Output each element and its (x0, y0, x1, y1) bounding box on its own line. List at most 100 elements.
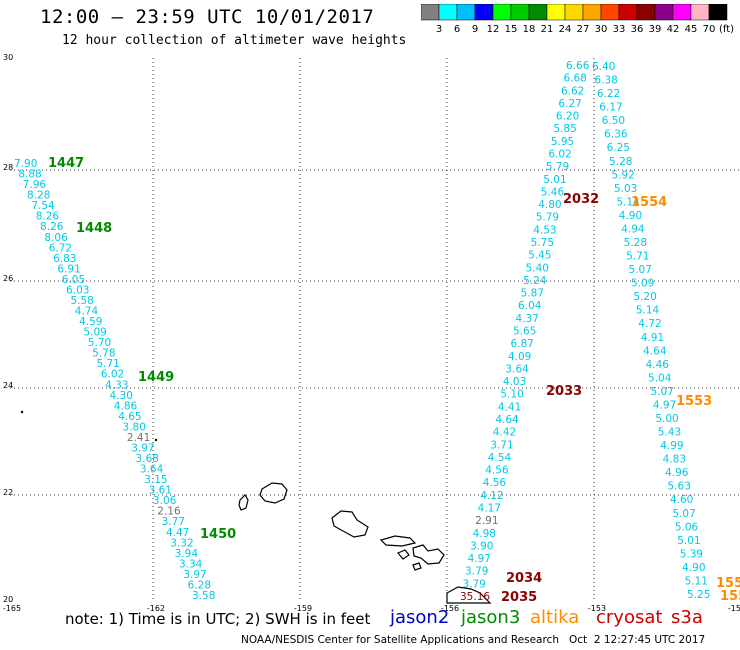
swh-value: 4.90 (619, 210, 642, 222)
pass-time-label: 1449 (138, 370, 174, 385)
swh-value: 5.79 (536, 212, 559, 224)
swh-value: 6.36 (604, 129, 628, 141)
swh-value: 3.32 (170, 537, 193, 549)
kauai-island (259, 482, 288, 504)
swh-value: 4.54 (488, 452, 512, 464)
swh-value: 5.07 (672, 508, 695, 520)
swh-value: 4.56 (485, 465, 509, 477)
swh-value: 5.28 (609, 156, 632, 168)
swh-value: 4.37 (516, 313, 539, 325)
swh-value: 3.68 (136, 453, 159, 465)
swh-value: 6.91 (57, 263, 80, 275)
swh-value: 4.64 (643, 345, 667, 357)
swh-value: 4.09 (508, 351, 531, 363)
x-tick-label: -150 (728, 604, 740, 613)
swh-value: 4.97 (468, 553, 491, 565)
swh-value: 6.05 (62, 274, 85, 286)
swh-value: 6.03 (66, 284, 89, 296)
swh-value: 5.01 (677, 535, 700, 547)
swh-value: 3.77 (162, 516, 185, 528)
swh-value: 7.96 (23, 179, 47, 191)
pass-time-label: 1448 (76, 221, 112, 236)
swh-value: 5.87 (521, 288, 544, 300)
swh-value: 4.91 (641, 332, 664, 344)
swh-value: 4.17 (478, 503, 501, 515)
swh-value: 3.71 (490, 439, 513, 451)
swh-value: 3.90 (470, 540, 493, 552)
swh-value: 5.04 (648, 372, 672, 384)
y-tick-label: 20 (3, 595, 13, 604)
niihau-island (238, 494, 249, 511)
swh-value: 3.97 (183, 569, 206, 581)
swh-value: 3.34 (179, 558, 203, 570)
swh-value: 3.80 (123, 421, 146, 433)
pass-time-label: 155 (720, 589, 740, 604)
swh-value: 6.27 (558, 98, 581, 110)
swh-value: 4.74 (75, 306, 99, 318)
swh-value: 6.62 (561, 85, 584, 97)
colorbar-label: 3 (436, 24, 442, 35)
swh-value: 6.25 (607, 142, 630, 154)
pass-time-label: 2033 (546, 384, 582, 399)
x-tick-label: -159 (294, 604, 312, 613)
y-tick-label: 24 (3, 381, 13, 390)
swh-value: 4.64 (495, 414, 519, 426)
swh-value: 2.41 (127, 432, 150, 444)
colorbar-label: 6 (454, 24, 460, 35)
swh-value: 5.79 (546, 161, 569, 173)
colorbar-label: 70 (703, 24, 716, 35)
swh-value: 2.16 (157, 506, 181, 518)
swh-value: 5.40 (526, 262, 549, 274)
swh-value: 5.95 (551, 136, 574, 148)
swh-value: 5.46 (541, 186, 565, 198)
swh-value: 5.09 (83, 327, 106, 339)
swh-value: 5.70 (88, 337, 111, 349)
swh-value: 5.06 (675, 521, 699, 533)
legend-cryosat: cryosat (596, 607, 663, 628)
swh-value: 5.28 (624, 237, 647, 249)
swh-value: 4.90 (682, 562, 705, 574)
molokai-island (379, 535, 417, 547)
colorbar-unit: (ft) (719, 24, 734, 35)
pass-time-label: 1450 (200, 527, 236, 542)
swh-value: 5.00 (655, 413, 678, 425)
pass-time-label: 155 (716, 576, 740, 591)
x-tick-label: -153 (588, 604, 606, 613)
legend-jason2: jason2 (390, 607, 450, 628)
swh-value: 5.58 (70, 295, 93, 307)
swh-value: 3.61 (149, 485, 172, 497)
big-island (446, 586, 492, 604)
swh-value: 5.01 (543, 174, 566, 186)
y-tick-label: 22 (3, 488, 13, 497)
swh-value: 6.22 (597, 88, 620, 100)
swh-value: 4.30 (110, 390, 133, 402)
swh-value: 3.64 (505, 363, 529, 375)
lanai-island (397, 549, 410, 560)
swh-value: 6.66 (566, 60, 590, 72)
map-note: note: 1) Time is in UTC; 2) SWH is in fe… (65, 610, 371, 628)
colorbar-label: 9 (472, 24, 478, 35)
swh-value: 5.14 (616, 196, 640, 208)
page-subtitle: 12 hour collection of altimeter wave hei… (62, 33, 407, 48)
swh-value: 4.33 (105, 379, 128, 391)
swh-value: 5.75 (531, 237, 554, 249)
swh-value: 5.43 (658, 427, 681, 439)
swh-value: 4.53 (533, 224, 556, 236)
swh-value: 6.50 (602, 115, 625, 127)
colorbar-swatch (708, 4, 728, 21)
colorbar-label: 30 (595, 24, 608, 35)
swh-value: 5.07 (629, 264, 652, 276)
swh-value: 5.92 (611, 169, 634, 181)
page-title: 12:00 – 23:59 UTC 10/01/2017 (40, 6, 375, 28)
swh-value: 35.16 (460, 591, 490, 603)
swh-value: 3.06 (153, 495, 177, 507)
colorbar-label: 45 (685, 24, 698, 35)
colorbar-label: 33 (613, 24, 626, 35)
oahu-island (331, 510, 369, 538)
island-dot (20, 410, 24, 414)
swh-value: 4.83 (663, 454, 686, 466)
swh-value: 8.26 (36, 211, 60, 223)
map-grid (10, 58, 740, 602)
x-tick-label: -165 (3, 604, 21, 613)
